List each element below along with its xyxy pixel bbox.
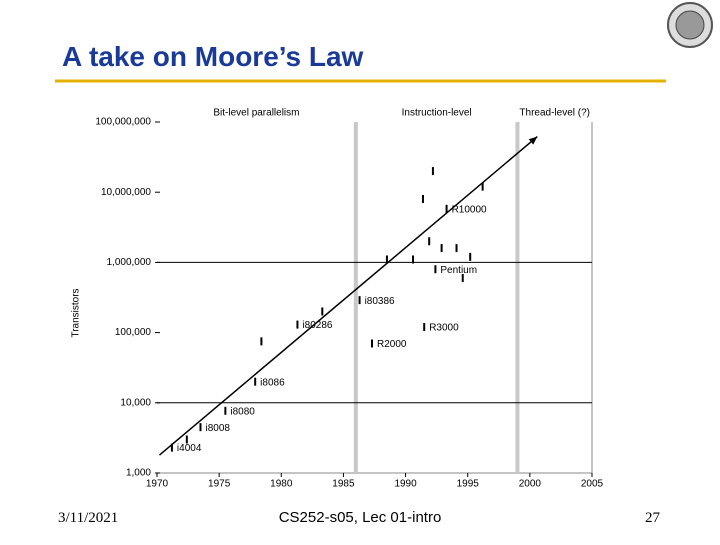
footer-text: CS252-s05, Lec 01-intro — [279, 509, 442, 526]
era-label: Bit-level parallelism — [213, 108, 299, 119]
processor-point — [434, 265, 437, 274]
x-tick-label: 2005 — [581, 479, 604, 490]
processor-point — [385, 255, 388, 264]
slide-title: A take on Moore’s Law — [62, 41, 364, 72]
y-tick-label: 100,000 — [115, 327, 152, 338]
processor-label: R10000 — [452, 204, 487, 215]
processor-point — [199, 423, 202, 432]
processor-point — [224, 406, 227, 415]
y-tick-label: 10,000,000 — [101, 187, 151, 198]
processor-point — [445, 204, 448, 213]
processor-point — [461, 273, 464, 282]
y-tick-label: 100,000,000 — [95, 117, 151, 128]
processor-label: i80286 — [302, 320, 332, 331]
y-axis-label: Transistors — [71, 288, 82, 337]
processor-point — [428, 237, 431, 246]
x-tick-label: 1985 — [332, 479, 355, 490]
x-tick-label: 1970 — [146, 479, 169, 490]
processor-point — [260, 337, 263, 346]
processor-label: i80386 — [365, 296, 395, 307]
processor-point — [371, 339, 374, 348]
trend-arrowhead — [528, 136, 538, 145]
x-tick-label: 2000 — [519, 479, 542, 490]
processor-point — [423, 323, 426, 332]
processor-point — [481, 182, 484, 191]
y-tick-label: 1,000 — [126, 468, 151, 479]
era-label: Instruction-level — [402, 108, 472, 119]
x-tick-label: 1990 — [394, 479, 417, 490]
processor-point — [321, 307, 324, 316]
processor-label: R2000 — [377, 339, 407, 350]
processor-point — [412, 255, 415, 264]
processor-label: i4004 — [177, 443, 202, 454]
era-boundary — [353, 122, 358, 473]
processor-point — [421, 195, 424, 204]
processor-point — [254, 377, 257, 386]
logo — [667, 2, 713, 48]
processor-label: i8086 — [260, 377, 285, 388]
processor-point — [296, 320, 299, 329]
era-label: Thread-level (?) — [519, 108, 590, 119]
era-boundary — [515, 122, 520, 473]
processor-point — [170, 443, 173, 452]
footer-date: 3/11/2021 — [58, 510, 118, 526]
processor-point — [431, 167, 434, 176]
trend-line — [159, 136, 538, 456]
processor-point — [185, 435, 188, 444]
x-tick-label: 1995 — [457, 479, 480, 490]
processor-label: R3000 — [429, 323, 459, 334]
y-tick-label: 1,000,000 — [107, 257, 152, 268]
processor-point — [469, 252, 472, 261]
y-tick-label: 10,000 — [120, 397, 151, 408]
processor-label: i8080 — [230, 406, 255, 417]
processor-point — [455, 244, 458, 253]
processor-point — [358, 296, 361, 305]
x-tick-label: 1975 — [208, 479, 231, 490]
processor-label: Pentium — [440, 265, 477, 276]
processor-label: i8008 — [206, 423, 231, 434]
processor-point — [440, 244, 443, 253]
page-number: 27 — [645, 510, 661, 526]
x-tick-label: 1980 — [270, 479, 293, 490]
